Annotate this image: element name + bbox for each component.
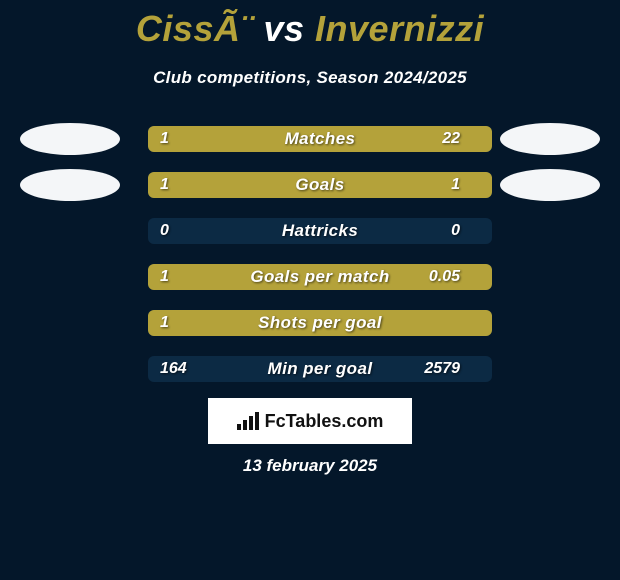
bars-icon	[237, 412, 259, 430]
stat-row: Min per goal1642579	[10, 350, 610, 396]
stat-row: Goals per match10.05	[10, 258, 610, 304]
bar-track	[148, 126, 492, 152]
title-left: CissÃ¨	[136, 8, 253, 49]
stat-row: Shots per goal1	[10, 304, 610, 350]
bar-left	[148, 126, 193, 152]
subtitle: Club competitions, Season 2024/2025	[0, 68, 620, 88]
stat-row: Hattricks00	[10, 212, 610, 258]
date-label: 13 february 2025	[0, 456, 620, 476]
player-left-badge	[20, 169, 120, 201]
bar-track	[148, 356, 492, 382]
bar-right	[320, 172, 492, 198]
player-left-badge	[20, 123, 120, 155]
bar-left	[148, 264, 416, 290]
bar-track	[148, 172, 492, 198]
bar-right	[416, 264, 492, 290]
bar-track	[148, 310, 492, 336]
brand-badge[interactable]: FcTables.com	[208, 398, 412, 444]
stat-row: Goals11	[10, 166, 610, 212]
player-right-badge	[500, 123, 600, 155]
page-title: CissÃ¨ vs Invernizzi	[0, 0, 620, 50]
title-vs: vs	[263, 8, 304, 49]
bar-track	[148, 218, 492, 244]
bar-left	[148, 172, 320, 198]
stats-chart: Matches122Goals11Hattricks00Goals per ma…	[10, 120, 610, 396]
title-right: Invernizzi	[315, 8, 484, 49]
player-right-badge	[500, 169, 600, 201]
bar-track	[148, 264, 492, 290]
brand-text: FcTables.com	[265, 411, 384, 432]
bar-right	[193, 126, 492, 152]
stat-row: Matches122	[10, 120, 610, 166]
bar-left	[148, 310, 492, 336]
